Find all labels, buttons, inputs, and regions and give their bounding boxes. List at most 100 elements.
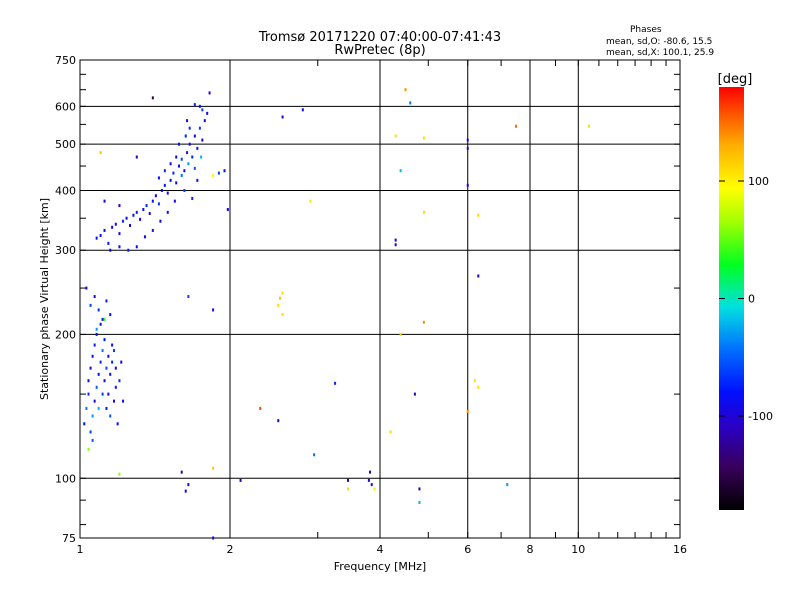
phases-x-stats: mean, sd,X: 100.1, 25.9 (606, 48, 714, 58)
data-point (399, 332, 402, 336)
data-point (212, 173, 215, 177)
data-point (93, 399, 96, 403)
data-point (477, 274, 480, 278)
data-point (91, 354, 94, 358)
data-point (95, 236, 98, 240)
data-point (97, 308, 100, 312)
data-point (109, 313, 112, 317)
data-point (151, 199, 154, 203)
data-point (187, 295, 190, 299)
y-tick-label: 750 (55, 54, 76, 67)
data-point (109, 248, 112, 252)
data-point (97, 406, 100, 410)
data-point (122, 399, 125, 403)
data-point (198, 126, 201, 130)
data-point (188, 142, 191, 146)
data-point (105, 366, 108, 370)
data-point (85, 406, 88, 410)
data-point (112, 399, 115, 403)
data-point (109, 372, 112, 376)
data-point (175, 181, 178, 185)
data-point (169, 162, 172, 166)
data-point (369, 470, 372, 474)
data-point (466, 138, 469, 142)
colorbar-tick-label: 100 (748, 175, 769, 188)
data-point (101, 349, 104, 353)
data-point (93, 295, 96, 299)
chart-subtitle: RwPretec (8p) (334, 43, 425, 58)
x-tick-label: 16 (673, 543, 687, 556)
data-point (101, 392, 104, 396)
data-point (135, 210, 138, 214)
data-point (145, 204, 148, 208)
data-point (91, 414, 94, 418)
data-point (163, 183, 166, 187)
data-point (186, 151, 189, 155)
data-point (148, 212, 151, 216)
data-point (114, 366, 117, 370)
data-point (151, 228, 154, 232)
data-point (208, 91, 211, 95)
data-point (212, 466, 215, 470)
data-point (186, 119, 189, 123)
data-point (95, 327, 98, 331)
chart-title: Tromsø 20171220 07:40:00-07:41:43 (258, 30, 501, 45)
data-point (394, 243, 397, 247)
data-point (184, 134, 187, 138)
x-tick-label: 2 (227, 543, 234, 556)
data-point (101, 317, 104, 321)
data-point (413, 392, 416, 396)
data-point (279, 296, 282, 300)
data-point (120, 360, 123, 364)
colorbar-tick-label: -100 (748, 410, 773, 423)
data-point (177, 142, 180, 146)
data-point (466, 146, 469, 150)
data-point (281, 291, 284, 295)
gridlines (80, 60, 680, 538)
data-point (85, 286, 88, 290)
x-tick-label: 4 (377, 543, 384, 556)
data-point (346, 487, 349, 491)
x-tick-label: 1 (77, 543, 84, 556)
tick-labels: 1 2 4 6 8 10 16 75 100 200 300 400 500 600 750 (55, 54, 687, 556)
data-point (399, 169, 402, 173)
data-point (166, 210, 169, 214)
data-point (154, 194, 157, 198)
data-point (89, 303, 92, 307)
data-point (180, 173, 183, 177)
data-point (223, 169, 226, 173)
data-point (142, 208, 145, 212)
data-point (198, 104, 201, 108)
data-point (212, 308, 215, 312)
data-point (183, 169, 186, 173)
data-point (180, 470, 183, 474)
data-point (309, 199, 312, 203)
data-point (97, 372, 100, 376)
data-point (466, 409, 469, 413)
data-point (107, 392, 110, 396)
data-point (160, 188, 163, 192)
data-point (99, 322, 102, 326)
data-point (239, 478, 242, 482)
data-point (418, 500, 421, 504)
data-point (334, 381, 337, 385)
data-point (103, 228, 106, 232)
data-point (125, 216, 128, 220)
data-point (157, 176, 160, 180)
y-tick-label: 75 (62, 532, 76, 545)
data-point (201, 138, 204, 142)
data-point (281, 313, 284, 317)
data-point (114, 222, 117, 226)
data-point (203, 119, 206, 123)
data-point (404, 88, 407, 92)
y-axis-label: Stationary phase Virtual Height [km] (38, 198, 51, 400)
data-point (201, 108, 204, 112)
data-point (99, 234, 102, 238)
y-tick-label: 600 (55, 100, 76, 113)
data-point (116, 422, 119, 426)
data-point (118, 245, 121, 249)
x-tick-label: 10 (571, 543, 585, 556)
data-point (107, 354, 110, 358)
data-point (175, 155, 178, 159)
data-point (99, 360, 102, 364)
